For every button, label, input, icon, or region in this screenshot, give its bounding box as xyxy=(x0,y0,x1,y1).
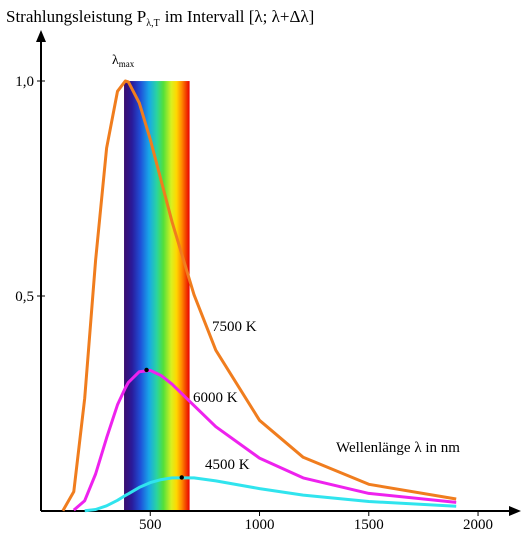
title-rest: im Intervall [λ; λ+Δλ] xyxy=(165,7,315,26)
series-label: 4500 K xyxy=(205,457,250,473)
peak-marker xyxy=(179,475,184,480)
x-tick-label: 1500 xyxy=(354,517,384,533)
curve xyxy=(61,79,457,512)
lambda-max: λmax xyxy=(112,53,135,69)
peak-marker xyxy=(144,367,149,373)
y-tick-label: 1,0 xyxy=(15,74,34,90)
curve xyxy=(72,368,457,512)
x-tick-label: 1000 xyxy=(245,517,275,533)
x-tick-label: 500 xyxy=(139,517,162,533)
x-axis-label: Wellenlänge λ in nm xyxy=(336,440,460,456)
lambda-max-main: λ xyxy=(112,53,119,68)
visible-spectrum xyxy=(124,81,190,511)
title-sub: λ,T xyxy=(146,18,159,29)
lambda-max-sub: max xyxy=(119,59,135,69)
y-tick-label: 0,5 xyxy=(15,289,34,305)
series-label: 6000 K xyxy=(193,390,238,406)
x-axis-arrow xyxy=(509,506,521,516)
curve xyxy=(84,476,457,513)
y-axis-arrow xyxy=(36,30,46,42)
title-main: Strahlungsleistung P xyxy=(6,7,146,26)
x-tick-label: 2000 xyxy=(463,517,493,533)
series-label: 7500 K xyxy=(212,319,257,335)
chart-title: Strahlungsleistung Pλ,T im Intervall [λ; … xyxy=(6,7,314,29)
